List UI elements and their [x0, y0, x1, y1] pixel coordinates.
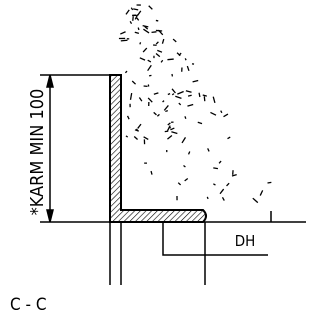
aggregate-mark [175, 96, 181, 98]
aggregate-mark [187, 105, 193, 107]
aggregate-mark [161, 60, 163, 62]
aggregate-mark [140, 42, 141, 44]
aggregate-mark [165, 131, 168, 132]
aggregate-mark [267, 182, 271, 183]
aggregate-mark [132, 81, 135, 84]
aggregate-mark [135, 32, 139, 33]
aggregate-mark [203, 95, 207, 96]
aggregate-mark [222, 197, 224, 200]
aggregate-mark [120, 32, 125, 34]
aggregate-mark [148, 98, 152, 102]
aggregate-mark [187, 66, 189, 71]
aggregate-mark [138, 11, 141, 16]
aggregate-mark [143, 48, 147, 52]
aggregate-mark [156, 30, 162, 31]
aggregate-mark [228, 137, 231, 139]
aggregate-mark [253, 198, 258, 202]
aggregate-mark [172, 89, 175, 93]
concrete-fill [119, 5, 271, 203]
aggregate-mark [152, 32, 157, 33]
aggregate-mark [149, 75, 151, 76]
aggregate-mark [168, 94, 170, 95]
angle-profile [110, 75, 206, 222]
aggregate-mark [154, 112, 157, 114]
aggregate-mark [188, 95, 192, 96]
aggregate-mark [137, 18, 139, 21]
aggregate-mark [148, 65, 152, 70]
aggregate-mark [184, 166, 186, 167]
aggregate-mark [199, 93, 200, 97]
aggregate-mark [138, 124, 141, 128]
aggregate-mark [189, 151, 190, 154]
aggregate-mark [126, 136, 128, 137]
aggregate-mark [232, 175, 237, 176]
aggregate-mark [154, 93, 158, 94]
aggregate-mark [157, 114, 159, 116]
aggregate-mark [207, 197, 208, 199]
aggregate-mark [143, 29, 149, 33]
aggregate-mark [130, 21, 131, 23]
aggregate-mark [131, 8, 132, 10]
aggregate-mark [143, 26, 149, 27]
aggregate-mark [185, 58, 186, 60]
aggregate-mark [220, 189, 224, 194]
aggregate-mark [178, 183, 180, 185]
aggregate-mark [148, 60, 151, 62]
aggregate-mark [224, 114, 228, 117]
aggregate-mark [179, 53, 181, 55]
aggregate-mark [164, 105, 168, 110]
aggregate-mark [208, 148, 209, 151]
aggregate-mark [219, 161, 221, 163]
aggregate-mark [128, 116, 130, 119]
arrow-head [47, 75, 53, 87]
aggregate-mark [144, 137, 149, 140]
aggregate-mark [162, 39, 163, 44]
aggregate-mark [133, 9, 138, 10]
aggregate-mark [260, 190, 262, 195]
aggregate-mark [185, 116, 186, 118]
aggregate-mark [221, 111, 222, 113]
reference-label: DH [235, 232, 256, 250]
aggregate-mark [165, 111, 167, 112]
aggregate-mark [134, 136, 137, 139]
aggregate-mark [185, 178, 188, 180]
aggregate-mark [179, 103, 181, 105]
aggregate-mark [213, 168, 218, 169]
aggregate-mark [227, 183, 230, 186]
aggregate-mark [125, 71, 127, 73]
aggregate-mark [210, 112, 216, 115]
aggregate-mark [172, 94, 174, 95]
aggregate-mark [131, 93, 132, 100]
section-drawing: *KARM MIN 100 DH C - C [0, 0, 306, 329]
aggregate-mark [173, 39, 176, 42]
aggregate-mark [167, 135, 171, 139]
aggregate-mark [198, 122, 202, 123]
aggregate-mark [186, 91, 192, 93]
aggregate-mark [149, 6, 153, 10]
aggregate-mark [171, 132, 177, 134]
aggregate-mark [163, 101, 164, 102]
aggregate-mark [213, 184, 215, 185]
dimension-label: *KARM MIN 100 [27, 89, 48, 216]
aggregate-mark [170, 128, 174, 130]
aggregate-mark [121, 40, 128, 41]
aggregate-mark [156, 42, 158, 44]
aggregate-mark [167, 59, 173, 60]
aggregate-mark [126, 10, 129, 15]
aggregate-mark [182, 137, 185, 143]
aggregate-mark [156, 20, 158, 21]
aggregate-mark [168, 123, 171, 125]
aggregate-mark [177, 91, 183, 94]
aggregate-mark [140, 58, 145, 60]
aggregate-mark [138, 28, 139, 30]
aggregate-mark [156, 54, 160, 57]
aggregate-mark [193, 81, 199, 82]
aggregate-mark [139, 98, 141, 102]
aggregate-mark [157, 50, 162, 52]
aggregate-mark [213, 97, 215, 103]
section-label: C - C [10, 295, 47, 315]
aggregate-mark [151, 171, 152, 175]
